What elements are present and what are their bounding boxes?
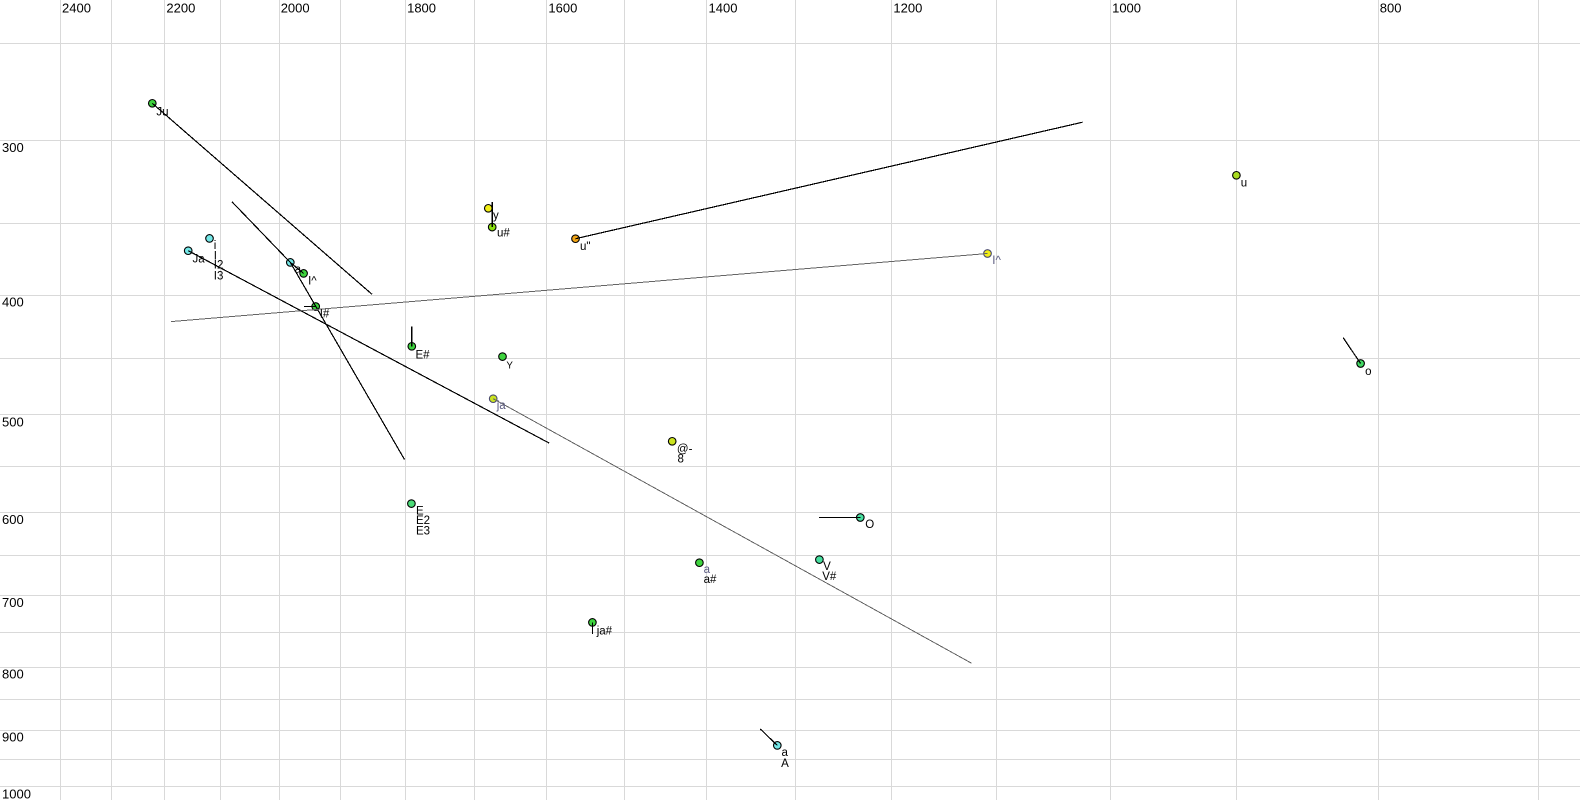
svg-text:700: 700: [2, 595, 24, 610]
svg-text:u: u: [1241, 177, 1247, 189]
svg-text:800: 800: [2, 667, 24, 682]
svg-text:1400: 1400: [709, 0, 738, 15]
svg-text:1200: 1200: [893, 0, 922, 15]
svg-text:I3: I3: [214, 270, 224, 282]
svg-text:a: a: [295, 264, 302, 276]
svg-text:600: 600: [2, 512, 24, 527]
svg-text:E: E: [416, 505, 424, 517]
svg-text:I^: I^: [992, 255, 1001, 267]
svg-text:300: 300: [2, 140, 24, 155]
svg-text:8: 8: [678, 454, 684, 466]
svg-text:400: 400: [2, 295, 24, 310]
svg-text:ja#: ja#: [596, 626, 613, 638]
svg-text:I^: I^: [308, 276, 317, 288]
svg-text:1800: 1800: [407, 0, 436, 15]
svg-text:o: o: [1365, 366, 1371, 378]
svg-text:2400: 2400: [62, 0, 91, 15]
svg-text:y: y: [493, 210, 499, 222]
svg-text:i: i: [214, 240, 217, 252]
svg-text:a: a: [704, 564, 711, 576]
svg-text:E#: E#: [416, 349, 431, 361]
svg-text:1000: 1000: [1112, 0, 1141, 15]
svg-text:a: a: [782, 747, 789, 759]
svg-text:u#: u#: [497, 228, 510, 240]
svg-text:V: V: [823, 561, 831, 573]
svg-text:V#: V#: [822, 571, 837, 583]
svg-text:I2: I2: [214, 260, 224, 272]
svg-text:a#: a#: [704, 574, 717, 586]
svg-text:A: A: [781, 758, 789, 770]
svg-text:E2: E2: [416, 515, 430, 527]
svg-text:I#: I#: [320, 309, 330, 321]
svg-text:Y: Y: [506, 361, 513, 372]
svg-text:Ja: Ja: [193, 254, 206, 266]
svg-text:I: I: [214, 250, 217, 262]
svg-text:E3: E3: [416, 525, 430, 537]
svg-text:O: O: [865, 519, 874, 531]
svg-text:2000: 2000: [281, 0, 310, 15]
svg-text:@-: @-: [677, 444, 693, 456]
svg-text:800: 800: [1380, 0, 1402, 15]
svg-text:ja: ja: [496, 400, 507, 412]
svg-text:2200: 2200: [166, 0, 195, 15]
svg-text:1000: 1000: [2, 786, 31, 800]
svg-text:900: 900: [2, 730, 24, 745]
svg-text:1600: 1600: [548, 0, 577, 15]
svg-text:500: 500: [2, 414, 24, 429]
svg-text:u": u": [580, 241, 590, 253]
svg-text:Ju: Ju: [156, 106, 168, 118]
